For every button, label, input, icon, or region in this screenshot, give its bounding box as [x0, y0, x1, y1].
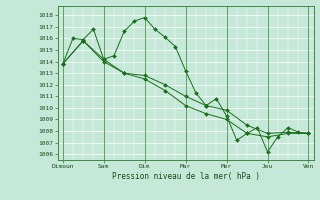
- X-axis label: Pression niveau de la mer( hPa ): Pression niveau de la mer( hPa ): [112, 172, 260, 181]
